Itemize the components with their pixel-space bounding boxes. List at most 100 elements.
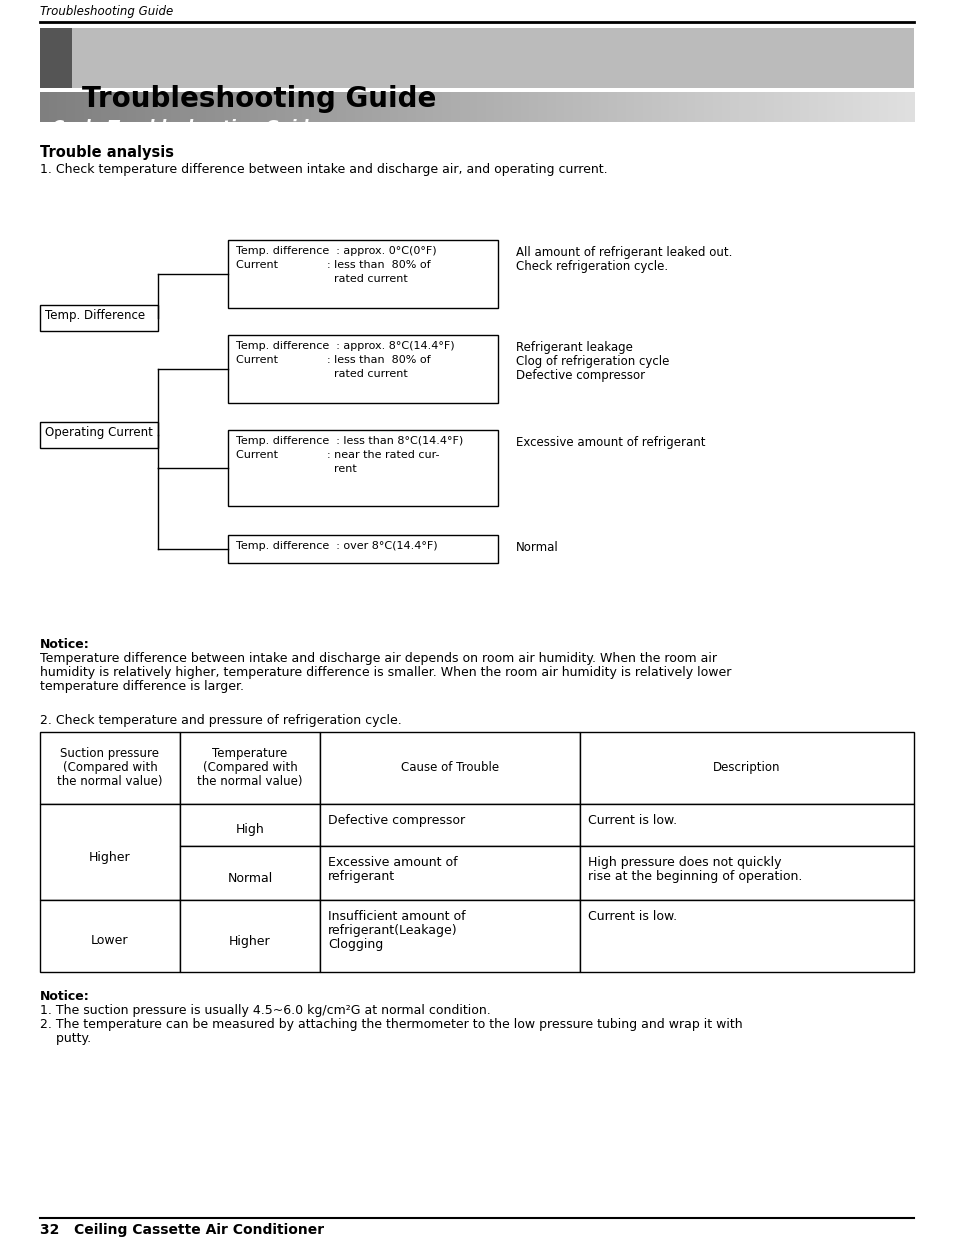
Text: Clog of refrigeration cycle: Clog of refrigeration cycle	[516, 355, 669, 368]
Bar	[739, 92, 748, 122]
Bar	[319, 732, 579, 804]
Bar	[703, 92, 713, 122]
Bar	[153, 92, 163, 122]
Bar	[494, 92, 504, 122]
Text: Notice:: Notice:	[40, 989, 90, 1003]
Bar	[171, 92, 181, 122]
Bar	[398, 92, 408, 122]
Bar	[162, 92, 172, 122]
Bar	[579, 846, 913, 900]
Text: the normal value): the normal value)	[197, 774, 302, 788]
Text: 2. Check temperature and pressure of refrigeration cycle.: 2. Check temperature and pressure of ref…	[40, 713, 401, 727]
Text: Insufficient amount of: Insufficient amount of	[328, 910, 465, 924]
Text: Defective compressor: Defective compressor	[328, 814, 465, 827]
Text: Higher: Higher	[89, 850, 131, 864]
Bar	[695, 92, 704, 122]
Bar	[800, 92, 809, 122]
Bar	[617, 92, 626, 122]
Bar	[512, 92, 521, 122]
Text: refrigerant: refrigerant	[328, 870, 395, 883]
Bar	[180, 900, 319, 972]
Bar	[520, 92, 530, 122]
Text: refrigerant(Leakage): refrigerant(Leakage)	[328, 924, 457, 937]
Text: Normal: Normal	[516, 541, 558, 554]
Text: Troubleshooting Guide: Troubleshooting Guide	[40, 5, 173, 17]
Text: Cause of Trouble: Cause of Trouble	[400, 761, 498, 774]
Bar	[564, 92, 574, 122]
Text: Clogging: Clogging	[328, 938, 383, 951]
Text: High pressure does not quickly: High pressure does not quickly	[587, 856, 781, 869]
Bar	[232, 92, 242, 122]
Bar	[92, 92, 102, 122]
Bar	[228, 240, 497, 308]
Bar	[189, 92, 198, 122]
Bar	[284, 92, 294, 122]
Text: All amount of refrigerant leaked out.: All amount of refrigerant leaked out.	[516, 246, 732, 259]
Text: High: High	[235, 824, 264, 837]
Text: Excessive amount of: Excessive amount of	[328, 856, 457, 869]
Bar	[275, 92, 285, 122]
Bar	[228, 336, 497, 403]
Bar	[101, 92, 111, 122]
Text: rated current: rated current	[235, 369, 407, 379]
Text: Trouble analysis: Trouble analysis	[40, 145, 173, 160]
Bar	[773, 92, 783, 122]
Bar	[537, 92, 547, 122]
Bar	[40, 29, 71, 88]
Bar	[118, 92, 129, 122]
Bar	[66, 92, 76, 122]
Bar	[228, 534, 497, 563]
Text: rent: rent	[235, 464, 356, 474]
Bar	[294, 92, 303, 122]
Bar	[441, 92, 452, 122]
Text: Higher: Higher	[229, 935, 271, 947]
Bar	[128, 92, 137, 122]
Bar	[843, 92, 853, 122]
Bar	[459, 92, 469, 122]
Bar	[346, 92, 355, 122]
Bar	[529, 92, 538, 122]
Text: 2. The temperature can be measured by attaching the thermometer to the low press: 2. The temperature can be measured by at…	[40, 1018, 741, 1030]
Bar	[869, 92, 879, 122]
Bar	[75, 92, 85, 122]
Bar	[433, 92, 442, 122]
Bar	[336, 92, 347, 122]
Bar	[40, 732, 180, 804]
Bar	[40, 423, 158, 447]
Text: Temp. difference  : less than 8°C(14.4°F): Temp. difference : less than 8°C(14.4°F)	[235, 436, 463, 446]
Bar	[424, 92, 434, 122]
Bar	[49, 92, 58, 122]
Bar	[319, 92, 329, 122]
Bar	[579, 900, 913, 972]
Bar	[145, 92, 154, 122]
Bar	[651, 92, 660, 122]
Bar	[782, 92, 792, 122]
Text: rated current: rated current	[235, 273, 407, 283]
Bar	[319, 900, 579, 972]
Bar	[40, 804, 180, 900]
Bar	[669, 92, 679, 122]
Bar	[659, 92, 670, 122]
Text: Check refrigeration cycle.: Check refrigeration cycle.	[516, 260, 667, 273]
Text: putty.: putty.	[40, 1032, 91, 1045]
Bar	[84, 92, 93, 122]
Bar	[756, 92, 765, 122]
Bar	[730, 92, 740, 122]
Text: Description: Description	[713, 761, 780, 774]
Text: rise at the beginning of operation.: rise at the beginning of operation.	[587, 870, 801, 883]
Bar	[579, 732, 913, 804]
Bar	[110, 92, 119, 122]
Bar	[904, 92, 914, 122]
Bar	[791, 92, 801, 122]
Bar	[416, 92, 425, 122]
Bar	[546, 92, 557, 122]
Text: the normal value): the normal value)	[57, 774, 163, 788]
Bar	[598, 92, 608, 122]
Bar	[625, 92, 635, 122]
Text: 1. The suction pressure is usually 4.5~6.0 kg/cm²G at normal condition.: 1. The suction pressure is usually 4.5~6…	[40, 1004, 490, 1017]
Bar	[57, 92, 67, 122]
Text: (Compared with: (Compared with	[202, 761, 297, 774]
Bar	[319, 846, 579, 900]
Bar	[380, 92, 390, 122]
Bar	[887, 92, 897, 122]
